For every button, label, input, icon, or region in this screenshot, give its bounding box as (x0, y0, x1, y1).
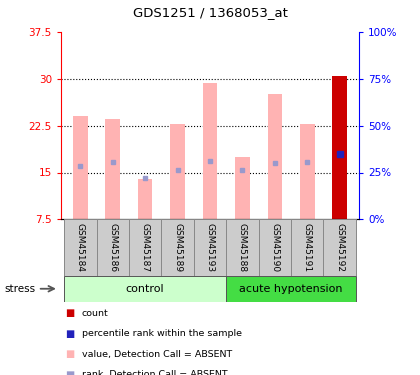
Text: GDS1251 / 1368053_at: GDS1251 / 1368053_at (133, 6, 287, 19)
Text: GSM45188: GSM45188 (238, 223, 247, 272)
Bar (332, 76, 347, 219)
Bar (170, 124, 185, 219)
Bar (138, 179, 152, 219)
Text: GSM45186: GSM45186 (108, 223, 117, 272)
Bar (105, 119, 120, 219)
Text: ■: ■ (65, 350, 74, 359)
Text: ■: ■ (65, 370, 74, 375)
Text: GSM45191: GSM45191 (303, 223, 312, 272)
Bar (259, 219, 291, 276)
Text: GSM45192: GSM45192 (335, 223, 344, 272)
Text: GSM45187: GSM45187 (141, 223, 150, 272)
Bar (226, 276, 356, 302)
Text: GSM45189: GSM45189 (173, 223, 182, 272)
Text: stress: stress (4, 284, 35, 294)
Text: GSM45193: GSM45193 (205, 223, 215, 272)
Bar (323, 219, 356, 276)
Bar (203, 83, 217, 219)
Bar (161, 219, 194, 276)
Bar (235, 157, 250, 219)
Bar (73, 116, 88, 219)
Text: rank, Detection Call = ABSENT: rank, Detection Call = ABSENT (82, 370, 228, 375)
Text: ■: ■ (65, 329, 74, 339)
Text: ■: ■ (65, 308, 74, 318)
Text: count: count (82, 309, 109, 318)
Bar (226, 219, 259, 276)
Bar (97, 219, 129, 276)
Text: percentile rank within the sample: percentile rank within the sample (82, 329, 242, 338)
Bar (64, 219, 97, 276)
Bar (129, 219, 161, 276)
Text: acute hypotension: acute hypotension (239, 284, 343, 294)
Text: GSM45184: GSM45184 (76, 223, 85, 272)
Bar (300, 124, 315, 219)
Text: control: control (126, 284, 165, 294)
Text: value, Detection Call = ABSENT: value, Detection Call = ABSENT (82, 350, 232, 359)
Bar (194, 219, 226, 276)
Bar (291, 219, 323, 276)
Text: GSM45190: GSM45190 (270, 223, 279, 272)
Bar (64, 276, 226, 302)
Bar (268, 94, 282, 219)
